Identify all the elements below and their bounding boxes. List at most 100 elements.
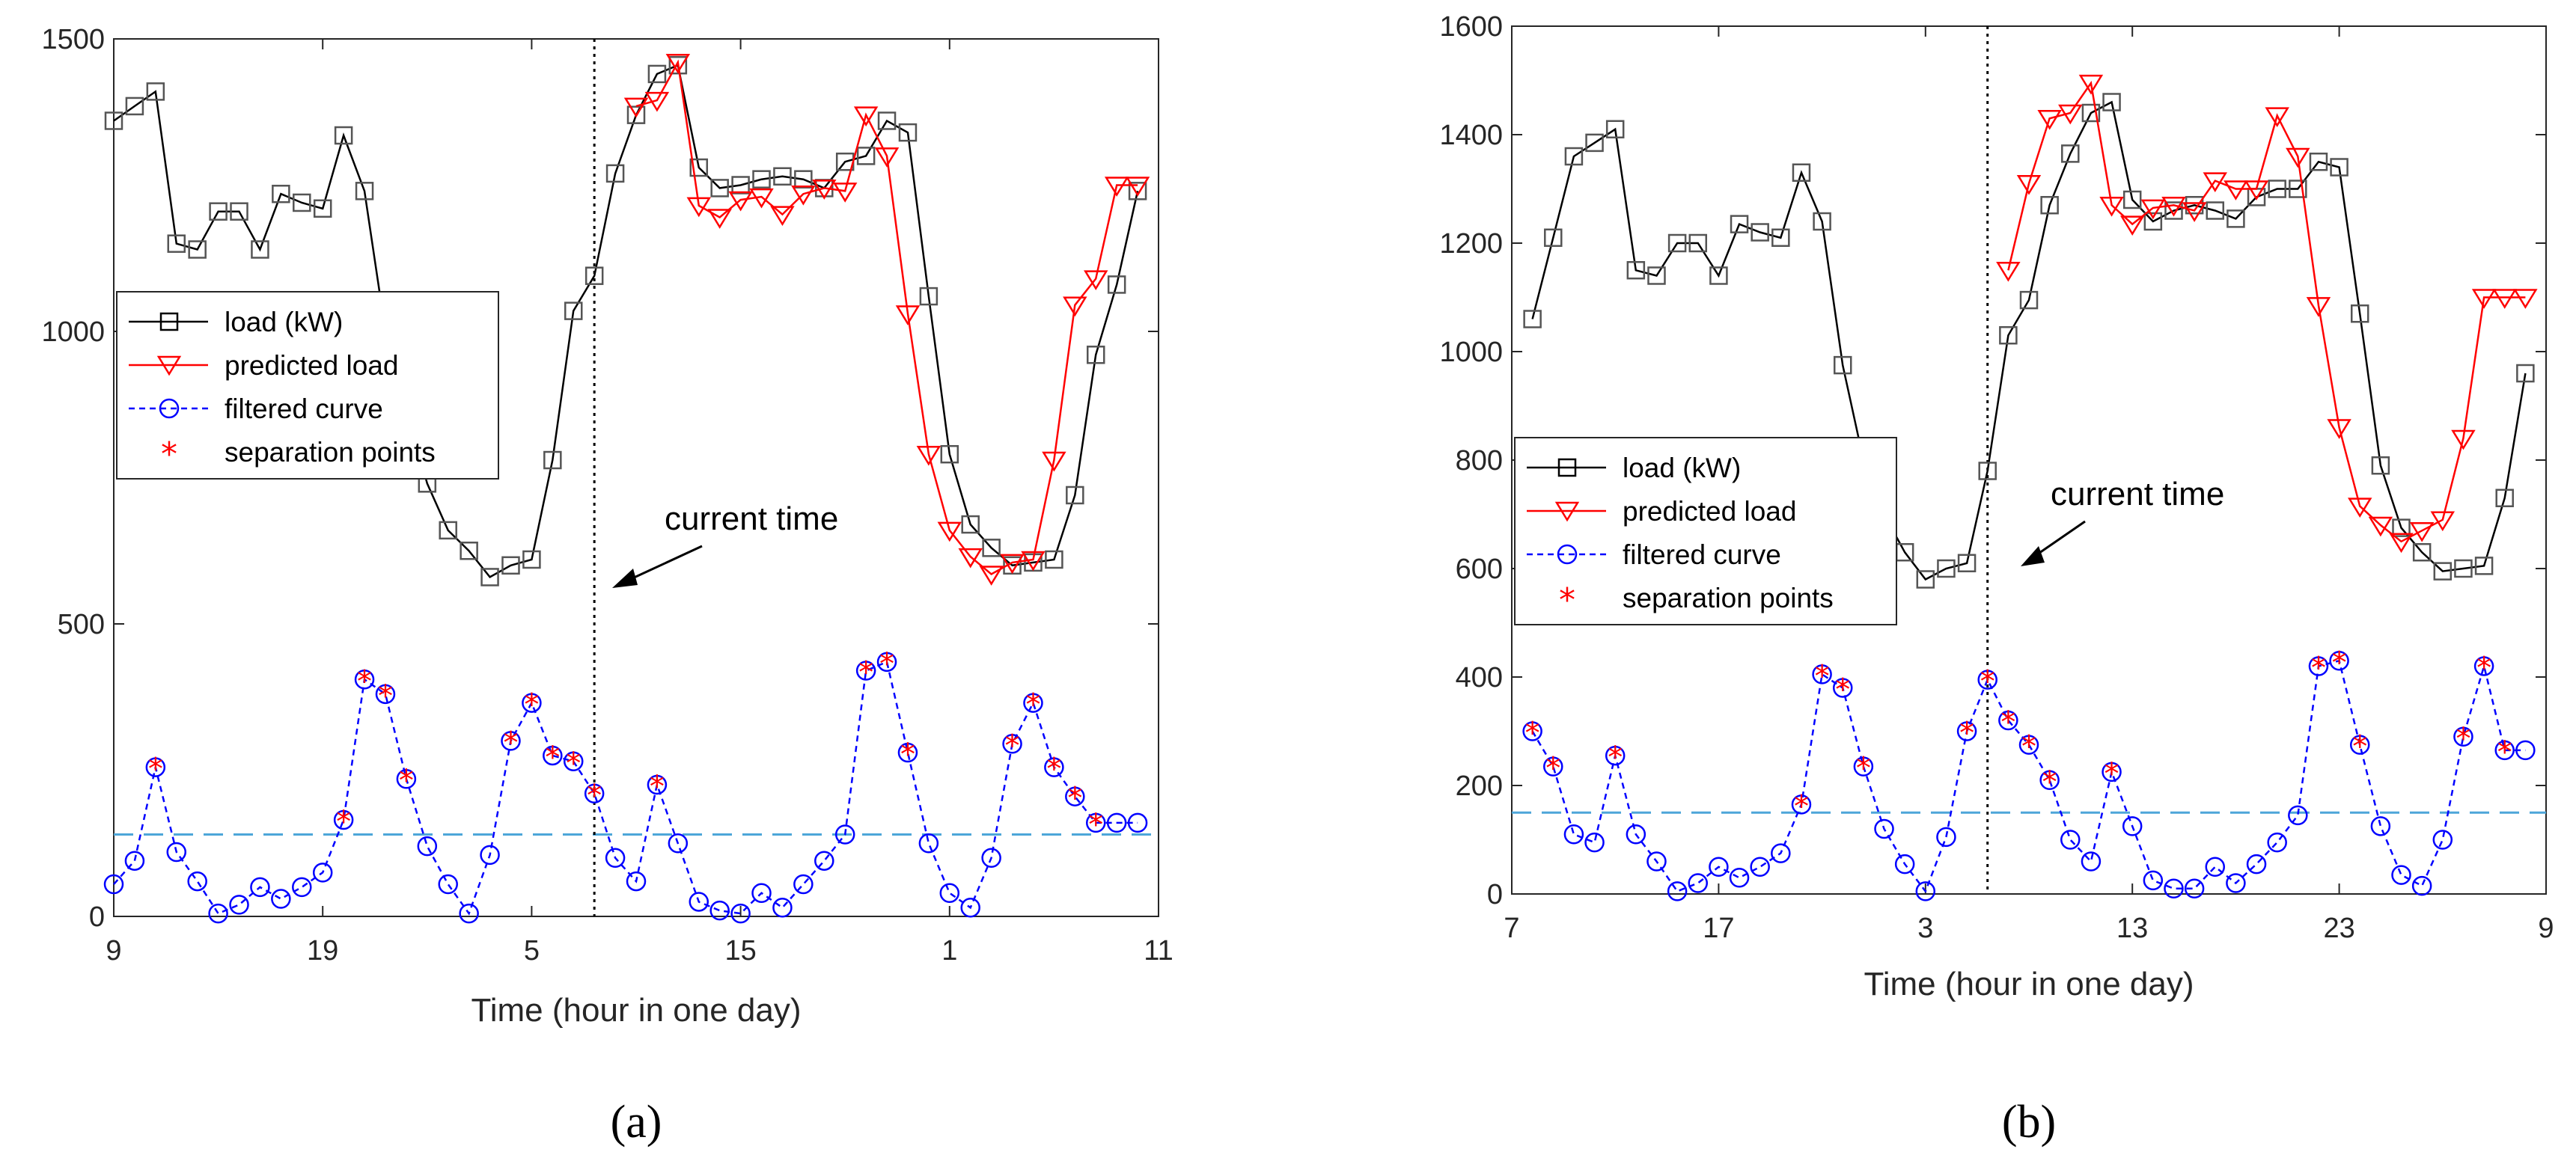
predicted-point — [1063, 296, 1087, 317]
load-point — [2516, 364, 2535, 383]
load-point — [1647, 266, 1666, 285]
filtered-point — [2515, 740, 2536, 761]
load-point — [2289, 180, 2307, 198]
predicted-point — [2265, 107, 2289, 128]
separation-point: * — [1067, 782, 1082, 816]
load-point — [293, 193, 311, 212]
load-point — [1937, 559, 1956, 578]
subfigure-label-b: (b) — [2002, 1097, 2056, 1148]
load-point — [898, 123, 918, 142]
arrowhead-icon-a — [612, 569, 638, 588]
filtered-point — [1646, 851, 1667, 872]
series-group-a: *** ***** ** ** ** ***** — [103, 54, 1150, 924]
load-point — [1605, 120, 1625, 138]
x-tick-label: 5 — [524, 935, 540, 967]
predicted-point — [832, 183, 858, 203]
separation-point: * — [1980, 665, 1995, 699]
predicted-point — [665, 54, 691, 74]
load-point — [355, 182, 374, 200]
separation-point: * — [879, 647, 894, 682]
x-tick-label: 15 — [724, 935, 756, 967]
filtered-point — [751, 883, 772, 903]
x-tick-label: 11 — [1144, 935, 1173, 967]
separation-point: * — [1025, 688, 1040, 723]
predicted-point — [1042, 451, 1066, 472]
filtered-point — [250, 877, 270, 898]
separation-point: * — [336, 805, 351, 839]
load-point — [2226, 209, 2245, 228]
filtered-point — [271, 889, 291, 909]
filtered-point — [647, 774, 668, 795]
filtered-point — [2164, 878, 2184, 898]
load-point — [794, 170, 813, 189]
filtered-point — [103, 874, 124, 895]
filtered-point — [1936, 827, 1956, 848]
predicted-point — [2327, 419, 2351, 439]
filtered-point — [187, 871, 207, 892]
filtered-point — [375, 684, 396, 705]
predicted-point — [728, 191, 753, 212]
separation-point: * — [148, 753, 163, 787]
predicted-point — [791, 185, 816, 206]
separation-point: * — [2476, 652, 2491, 686]
load-point — [731, 176, 750, 195]
current-time-label-b: current time — [2051, 476, 2224, 512]
load-point — [1128, 182, 1147, 200]
filtered-point — [208, 903, 228, 924]
filtered-point — [2349, 735, 2370, 755]
filtered-point — [730, 903, 751, 924]
circle-marker-icon — [159, 398, 180, 419]
y-tick-label: 1400 — [1439, 120, 1503, 151]
load-point — [104, 111, 123, 130]
filtered-point — [312, 863, 333, 883]
filtered-point — [876, 652, 897, 673]
filtered-point — [1853, 756, 1874, 777]
load-point — [2122, 190, 2142, 209]
filtered-point — [1812, 664, 1832, 684]
separation-point: * — [2021, 730, 2036, 765]
separation-point: * — [858, 656, 873, 690]
current-time-annotation-a: current time — [612, 500, 838, 588]
filtered-point — [1563, 824, 1584, 845]
filtered-point — [1750, 857, 1770, 877]
load-point — [1999, 326, 2018, 345]
load-point — [2433, 562, 2453, 581]
load-point — [2102, 93, 2121, 111]
filtered-point — [124, 851, 145, 871]
predicted-point — [2348, 497, 2372, 518]
filtered-point — [501, 731, 521, 751]
subfigure-label-a: (a) — [611, 1097, 662, 1148]
load-point — [1813, 212, 1831, 231]
predicted-point — [707, 209, 732, 229]
x-tick-label: 13 — [2116, 913, 2148, 944]
y-tick-label: 800 — [1456, 445, 1503, 477]
separation-point: * — [1005, 729, 1020, 763]
separation-point: * — [399, 764, 414, 798]
filtered-point — [2081, 851, 2102, 872]
y-tick-label: 1000 — [41, 316, 105, 348]
filtered-point — [689, 892, 709, 912]
separation-point: * — [1545, 752, 1560, 786]
load-point — [1688, 233, 1708, 253]
separation-point: * — [2352, 730, 2367, 765]
predicted-point — [2140, 199, 2166, 220]
filtered-point — [2494, 740, 2515, 761]
predicted-point — [812, 180, 837, 200]
chart-b: 0 200 400 600 800 1000 1200 1400 1600 7 17 3 13 23 9 *… — [1439, 11, 2554, 1148]
load-point — [2061, 144, 2080, 163]
filtered-point — [2411, 875, 2432, 896]
current-time-label-a: current time — [665, 500, 838, 537]
filtered-point — [584, 783, 605, 804]
load-point — [1792, 163, 1811, 182]
load-point — [188, 240, 207, 259]
legend-entry-filtered-a: filtered curve — [129, 393, 383, 424]
arrowhead-icon-b — [2021, 546, 2045, 566]
triangle-marker-icon — [1554, 501, 1580, 522]
filtered-point — [1771, 843, 1791, 863]
load-point — [1107, 275, 1126, 294]
filtered-point — [354, 670, 375, 690]
predicted-point — [2119, 215, 2145, 236]
